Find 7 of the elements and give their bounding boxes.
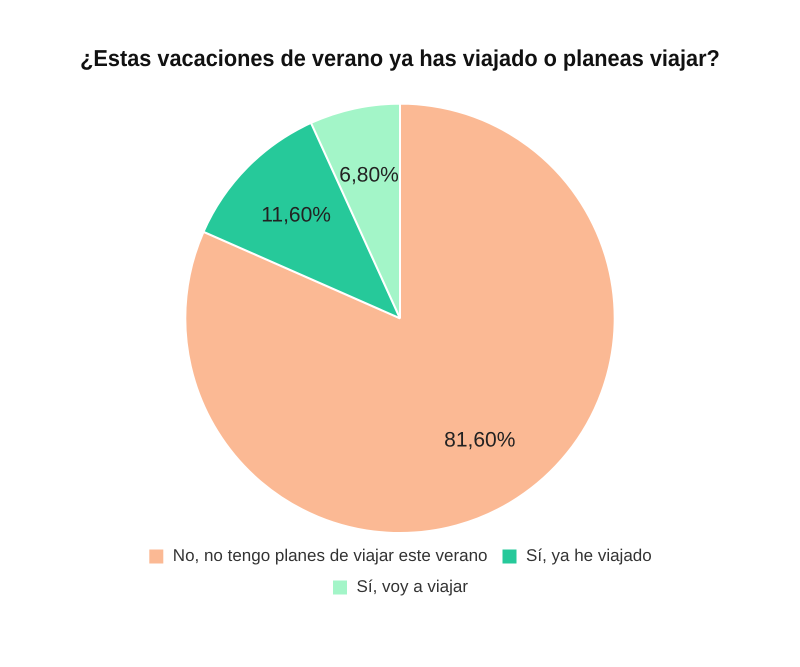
legend-label: No, no tengo planes de viajar este verano [172,546,488,566]
legend-label: Sí, ya he viajado [526,546,652,566]
data-label: 11,60% [261,204,331,227]
data-label: 81,60% [444,428,516,452]
legend-label: Sí, voy a viajar [356,577,468,596]
chart-title: ¿Estas vacaciones de verano ya has viajado o planeas viajar? [80,46,720,72]
data-label: 6,80% [339,163,399,186]
